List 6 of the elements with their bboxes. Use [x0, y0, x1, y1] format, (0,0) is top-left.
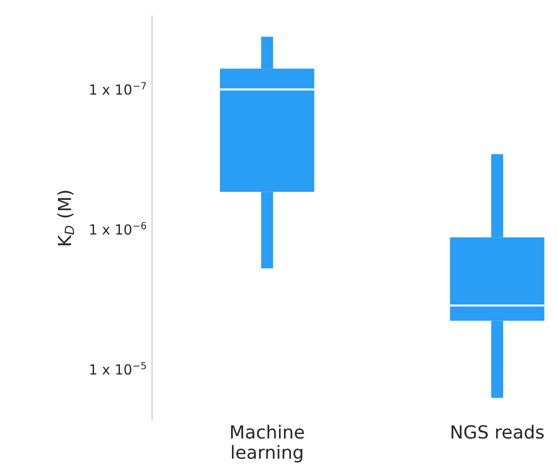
y-tick-label: 1 x 10$^{−5}$: [90, 362, 146, 375]
y-tick-label: 1 x 10$^{−6}$: [90, 222, 146, 235]
x-tick-label: Machine learning: [231, 424, 304, 462]
y-axis-title: K$_{D}$ (M): [57, 190, 74, 246]
x-tick-label: NGS reads: [452, 424, 544, 439]
y-tick-label: 1 x 10$^{−7}$: [90, 82, 146, 95]
